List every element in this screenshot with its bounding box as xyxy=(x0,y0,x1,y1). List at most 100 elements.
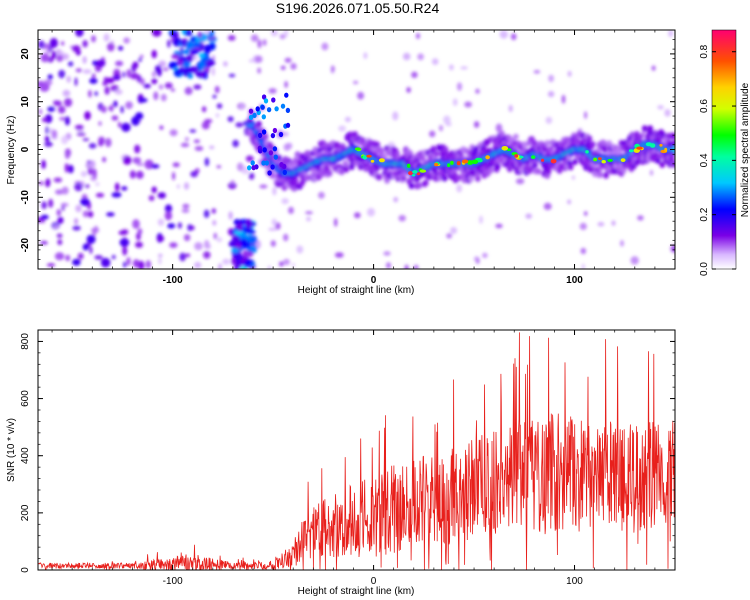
heatmap-cell xyxy=(45,50,52,54)
x-tick-label: -100 xyxy=(163,275,183,286)
heatmap-cell xyxy=(411,71,418,79)
heatmap-cell xyxy=(378,147,385,154)
heatmap-cell xyxy=(114,182,120,192)
heatmap-cell xyxy=(82,40,88,48)
heatmap-cell xyxy=(118,46,124,51)
heatmap-cell xyxy=(649,169,654,176)
heatmap-cell xyxy=(248,172,255,180)
heatmap-cell xyxy=(383,251,391,256)
heatmap-cell xyxy=(267,265,271,269)
heatmap-cell xyxy=(199,72,206,77)
heatmap-cell xyxy=(597,171,604,178)
heatmap-cell xyxy=(203,251,211,259)
heatmap-cell xyxy=(443,115,451,125)
heatmap-cell xyxy=(159,125,164,130)
heatmap-cell xyxy=(96,59,106,67)
heatmap-cell xyxy=(215,113,220,118)
heatmap-cell xyxy=(151,49,157,59)
heatmap-hotspot xyxy=(659,143,663,147)
heatmap-cell xyxy=(74,77,78,87)
y-tick-label: 200 xyxy=(20,504,31,521)
heatmap-cell xyxy=(74,218,79,225)
heatmap-cell xyxy=(40,53,50,63)
heatmap-cell xyxy=(431,58,439,65)
heatmap-cell xyxy=(132,219,140,229)
colorbar-frame xyxy=(711,29,737,270)
heatmap-cell xyxy=(190,170,198,178)
heatmap-cell xyxy=(231,247,240,253)
heatmap-cell xyxy=(82,210,90,218)
heatmap-cell xyxy=(46,263,56,267)
heatmap-cell xyxy=(44,136,50,142)
heatmap-cell xyxy=(138,260,145,269)
heatmap-cell xyxy=(157,67,162,77)
heatmap-cell xyxy=(132,157,142,164)
heatmap-cell xyxy=(41,159,46,169)
heatmap-cell xyxy=(334,218,338,227)
heatmap-cell xyxy=(151,186,157,194)
heatmap-cell xyxy=(151,30,162,37)
heatmap-cell xyxy=(53,177,63,183)
heatmap-cell xyxy=(232,252,242,259)
heatmap-cell xyxy=(282,169,287,175)
heatmap-cell xyxy=(603,172,609,179)
heatmap-cell xyxy=(272,146,278,152)
y-tick-label: 10 xyxy=(20,96,31,108)
heatmap-cell xyxy=(64,151,70,160)
heatmap-cell xyxy=(227,35,236,41)
heatmap-cell xyxy=(626,139,632,147)
heatmap-cell xyxy=(279,162,284,168)
heatmap-cell xyxy=(283,258,290,266)
heatmap-cell xyxy=(40,241,48,245)
heatmap-cell xyxy=(262,133,269,141)
heatmap-cell xyxy=(637,133,643,141)
snr-panel: -100 0 100 0 200 400 600 800 Height of straigh… xyxy=(6,329,676,597)
heatmap-cell xyxy=(547,91,555,98)
heatmap-cell xyxy=(647,125,653,132)
heatmap-hotspot xyxy=(416,172,421,176)
colorbar-tick-label: 0.2 xyxy=(699,207,710,221)
heatmap-cell xyxy=(126,69,132,78)
heatmap-cell xyxy=(80,171,87,177)
heatmap-cell xyxy=(38,108,43,115)
heatmap-cell xyxy=(164,82,173,89)
heatmap-cell xyxy=(45,179,50,188)
heatmap-cell xyxy=(344,116,351,123)
heatmap-cell xyxy=(264,160,269,166)
heatmap-cell xyxy=(657,105,664,110)
heatmap-hotspot xyxy=(593,157,598,162)
heatmap-cell xyxy=(197,31,203,38)
heatmap-cell xyxy=(303,174,310,182)
heatmap-hotspot xyxy=(664,147,668,152)
heatmap-cell xyxy=(56,233,63,238)
heatmap-cell xyxy=(291,263,295,267)
heatmap-cell xyxy=(451,171,458,178)
heatmap-cell xyxy=(62,89,71,97)
snr-x-axis-label: Height of straight line (km) xyxy=(298,586,415,597)
heatmap-cell xyxy=(72,225,81,231)
heatmap-cell xyxy=(138,57,142,62)
heatmap-cell xyxy=(61,41,65,46)
heatmap-cell xyxy=(376,174,383,181)
heatmap-cell xyxy=(156,235,165,242)
heatmap-cell xyxy=(88,89,92,98)
heatmap-cell xyxy=(94,91,98,96)
heatmap-cell xyxy=(95,182,100,187)
heatmap-cell xyxy=(567,70,572,77)
heatmap-cell xyxy=(434,150,440,158)
heatmap-cell xyxy=(423,179,429,186)
heatmap-cell xyxy=(92,168,97,179)
heatmap-cell xyxy=(266,107,272,113)
heatmap-cell xyxy=(61,135,69,145)
heatmap-cell xyxy=(80,198,90,207)
heatmap-cell xyxy=(267,141,273,149)
heatmap-cell xyxy=(597,222,605,227)
heatmap-cell xyxy=(495,223,503,229)
heatmap-cell xyxy=(244,219,254,229)
heatmap-cell xyxy=(62,53,69,60)
heatmap-hotspot xyxy=(419,169,427,173)
heatmap-cell xyxy=(40,214,49,220)
heatmap-cell xyxy=(347,131,354,138)
heatmap-cell xyxy=(75,204,82,213)
heatmap-cell xyxy=(343,166,350,173)
